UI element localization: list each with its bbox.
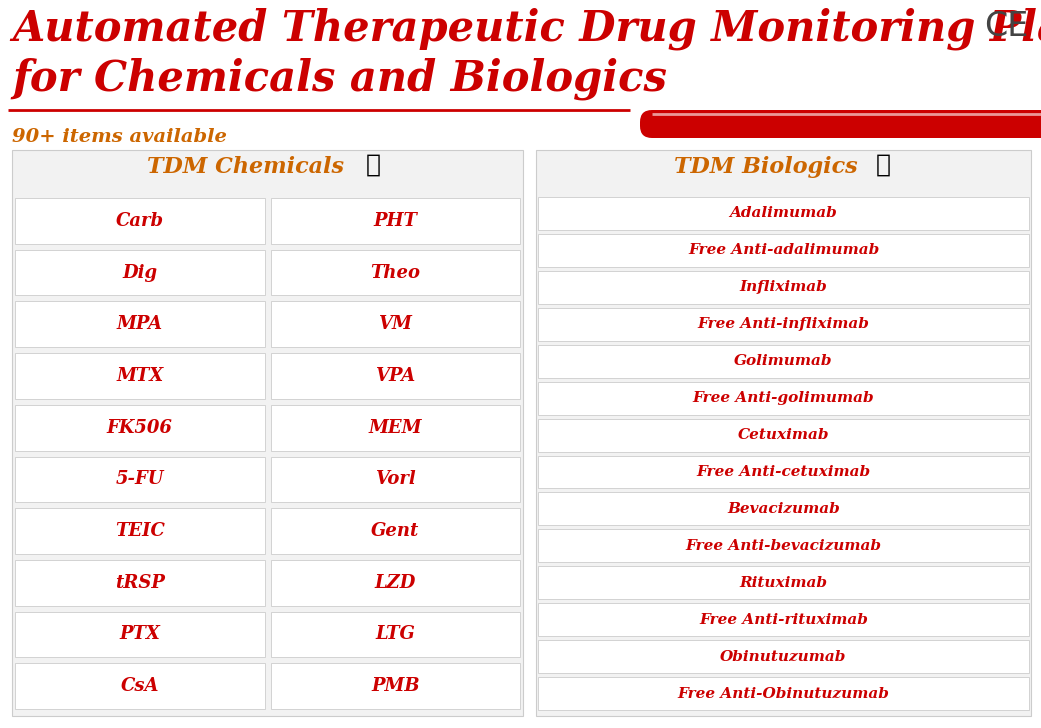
Text: PMB: PMB xyxy=(371,677,420,695)
FancyBboxPatch shape xyxy=(15,353,264,399)
FancyBboxPatch shape xyxy=(271,456,520,502)
Text: TEIC: TEIC xyxy=(115,522,164,540)
FancyBboxPatch shape xyxy=(271,663,520,709)
FancyBboxPatch shape xyxy=(538,308,1029,341)
Text: tRSP: tRSP xyxy=(115,574,164,592)
Text: FK506: FK506 xyxy=(107,419,173,437)
FancyBboxPatch shape xyxy=(538,456,1029,488)
Text: PTX: PTX xyxy=(120,625,160,644)
Text: TDM Chemicals: TDM Chemicals xyxy=(147,156,344,178)
Text: Dig: Dig xyxy=(122,264,157,282)
FancyBboxPatch shape xyxy=(271,560,520,606)
FancyBboxPatch shape xyxy=(15,456,264,502)
Text: Carb: Carb xyxy=(116,212,163,230)
Text: Gent: Gent xyxy=(371,522,420,540)
FancyBboxPatch shape xyxy=(15,663,264,709)
FancyBboxPatch shape xyxy=(271,612,520,657)
FancyBboxPatch shape xyxy=(538,345,1029,378)
Text: Cetuximab: Cetuximab xyxy=(738,428,830,442)
FancyBboxPatch shape xyxy=(271,198,520,244)
FancyBboxPatch shape xyxy=(15,612,264,657)
FancyBboxPatch shape xyxy=(538,492,1029,526)
Text: Bevacizumab: Bevacizumab xyxy=(727,502,840,516)
Text: Obinutuzumab: Obinutuzumab xyxy=(720,649,846,664)
FancyBboxPatch shape xyxy=(15,250,264,296)
Text: LTG: LTG xyxy=(376,625,415,644)
Text: 90+ items available: 90+ items available xyxy=(12,128,227,146)
Text: Rituximab: Rituximab xyxy=(739,576,828,590)
Text: PHT: PHT xyxy=(374,212,417,230)
FancyBboxPatch shape xyxy=(536,150,1031,716)
Text: 🔥: 🔥 xyxy=(365,153,381,177)
Text: Free Anti-cetuximab: Free Anti-cetuximab xyxy=(696,465,870,479)
Text: Free Anti-infliximab: Free Anti-infliximab xyxy=(697,317,869,331)
Text: Golimumab: Golimumab xyxy=(734,355,833,368)
Text: Automated Therapeutic Drug Monitoring Platform: Automated Therapeutic Drug Monitoring Pl… xyxy=(12,8,1041,50)
Text: Free Anti-golimumab: Free Anti-golimumab xyxy=(692,391,874,405)
FancyBboxPatch shape xyxy=(271,353,520,399)
Text: Infliximab: Infliximab xyxy=(739,280,828,294)
Text: VM: VM xyxy=(378,315,412,333)
FancyBboxPatch shape xyxy=(15,508,264,554)
FancyBboxPatch shape xyxy=(538,381,1029,414)
Text: Theo: Theo xyxy=(371,264,421,282)
FancyBboxPatch shape xyxy=(15,560,264,606)
Text: TDM Biologics: TDM Biologics xyxy=(674,156,858,178)
Text: Free Anti-rituximab: Free Anti-rituximab xyxy=(700,613,868,627)
Text: MEM: MEM xyxy=(369,419,422,437)
FancyBboxPatch shape xyxy=(15,301,264,347)
Text: Free Anti-adalimumab: Free Anti-adalimumab xyxy=(688,243,880,258)
Text: Vorl: Vorl xyxy=(375,470,415,488)
Bar xyxy=(1029,110,1041,138)
FancyBboxPatch shape xyxy=(538,604,1029,636)
FancyBboxPatch shape xyxy=(271,250,520,296)
FancyBboxPatch shape xyxy=(538,566,1029,599)
FancyBboxPatch shape xyxy=(271,301,520,347)
FancyBboxPatch shape xyxy=(12,150,523,716)
Text: CE: CE xyxy=(984,10,1029,43)
Text: Free Anti-bevacizumab: Free Anti-bevacizumab xyxy=(686,539,882,553)
FancyBboxPatch shape xyxy=(538,234,1029,267)
Text: LZD: LZD xyxy=(375,574,416,592)
Text: CsA: CsA xyxy=(121,677,159,695)
Text: Adalimumab: Adalimumab xyxy=(730,207,837,221)
Text: for Chemicals and Biologics: for Chemicals and Biologics xyxy=(12,58,667,100)
Text: MPA: MPA xyxy=(117,315,162,333)
FancyBboxPatch shape xyxy=(538,529,1029,562)
FancyBboxPatch shape xyxy=(538,271,1029,304)
FancyBboxPatch shape xyxy=(271,405,520,451)
FancyBboxPatch shape xyxy=(640,110,1041,138)
FancyBboxPatch shape xyxy=(15,405,264,451)
Text: 🔥: 🔥 xyxy=(875,153,890,177)
Text: MTX: MTX xyxy=(117,367,163,385)
Text: VPA: VPA xyxy=(375,367,415,385)
FancyBboxPatch shape xyxy=(538,419,1029,451)
FancyBboxPatch shape xyxy=(538,197,1029,230)
Text: 5-FU: 5-FU xyxy=(116,470,164,488)
FancyBboxPatch shape xyxy=(538,640,1029,673)
FancyBboxPatch shape xyxy=(271,508,520,554)
FancyBboxPatch shape xyxy=(538,677,1029,710)
Text: Free Anti-Obinutuzumab: Free Anti-Obinutuzumab xyxy=(678,687,889,700)
FancyBboxPatch shape xyxy=(15,198,264,244)
